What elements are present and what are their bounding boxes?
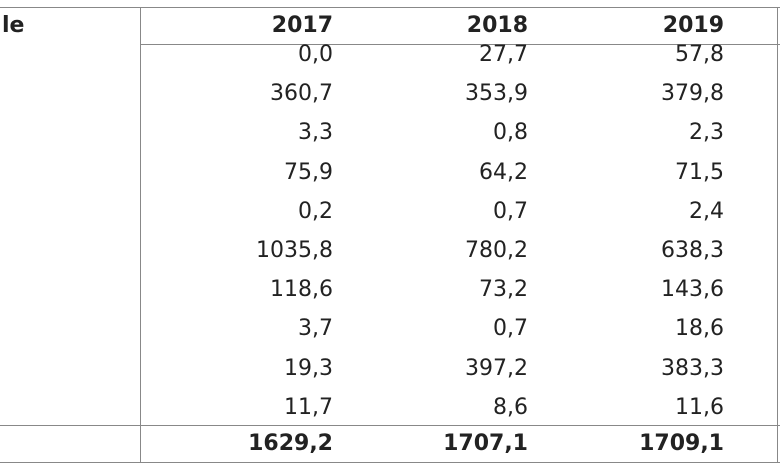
table-cell: 360,7 [270, 81, 333, 107]
bottom-rule [0, 462, 780, 463]
table-cell: 383,3 [661, 355, 724, 381]
column-rule [140, 7, 141, 463]
total-rule [0, 425, 780, 426]
table-cell: 11,7 [284, 394, 333, 420]
table-cell: 73,2 [479, 277, 528, 303]
table-cell: 118,6 [270, 277, 333, 303]
table-cell: 0,2 [298, 198, 333, 224]
table-cell: 3,3 [298, 120, 333, 146]
table-cell: 2,4 [689, 198, 724, 224]
table-cell: 57,8 [675, 42, 724, 67]
table-cell: 8,6 [493, 394, 528, 420]
header-cell: 2017 [271, 13, 333, 38]
table-cell: 18,6 [675, 316, 724, 342]
header-cell: le [2, 13, 25, 38]
header-rule [140, 44, 780, 45]
table-cell: 353,9 [465, 81, 528, 107]
table-cell: 638,3 [661, 238, 724, 263]
table-cell: 0,8 [493, 120, 528, 146]
table-cell: 64,2 [479, 159, 528, 185]
table-cell: 0,7 [493, 198, 528, 224]
table-cell: 397,2 [465, 355, 528, 381]
table-cell: 3,7 [298, 316, 333, 342]
table-cell: 2,3 [689, 120, 724, 146]
table-cell: 1035,8 [256, 238, 333, 263]
header-cell: 2018 [466, 13, 528, 38]
table-cell: 143,6 [661, 277, 724, 303]
table-cell: 71,5 [675, 159, 724, 185]
table-cell: 27,7 [479, 42, 528, 67]
table-cell: 19,3 [284, 355, 333, 381]
right-rule [777, 7, 778, 463]
header-cell: 2019 [662, 13, 724, 38]
table-cell: 0,7 [493, 316, 528, 342]
table-cell: 0,0 [298, 42, 333, 67]
total-cell: 1707,1 [443, 431, 528, 456]
total-cell: 1709,1 [639, 431, 724, 456]
top-rule [0, 7, 780, 8]
table-cell: 11,6 [675, 394, 724, 420]
total-cell: 1629,2 [248, 431, 333, 456]
table-cell: 75,9 [284, 159, 333, 185]
table-cell: 780,2 [465, 238, 528, 263]
table-cell: 379,8 [661, 81, 724, 107]
